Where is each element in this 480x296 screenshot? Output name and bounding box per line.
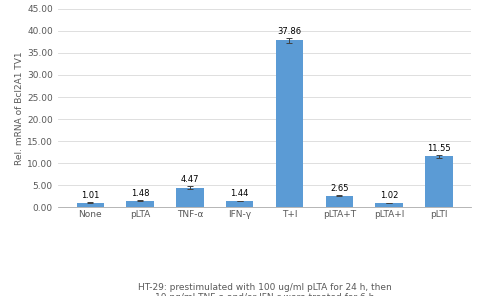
Y-axis label: Rel. mRNA of Bcl2A1 TV1: Rel. mRNA of Bcl2A1 TV1 [15,51,24,165]
Bar [374,203,402,207]
Bar [325,196,352,207]
Text: 37.86: 37.86 [277,27,301,36]
Bar [226,201,253,207]
Text: 1.44: 1.44 [230,189,248,198]
Bar [126,201,154,207]
Text: HT-29: prestimulated with 100 ug/ml pLTA for 24 h, then
10 ng/ml TNF-a and/or IF: HT-29: prestimulated with 100 ug/ml pLTA… [137,283,391,296]
Bar [424,156,452,207]
Text: 1.48: 1.48 [131,189,149,198]
Text: 1.02: 1.02 [379,191,397,200]
Text: 11.55: 11.55 [426,144,450,152]
Bar [275,40,302,207]
Bar [176,187,203,207]
Text: 2.65: 2.65 [329,184,348,193]
Text: 4.47: 4.47 [180,175,199,184]
Bar [76,203,104,207]
Text: 1.01: 1.01 [81,191,99,200]
